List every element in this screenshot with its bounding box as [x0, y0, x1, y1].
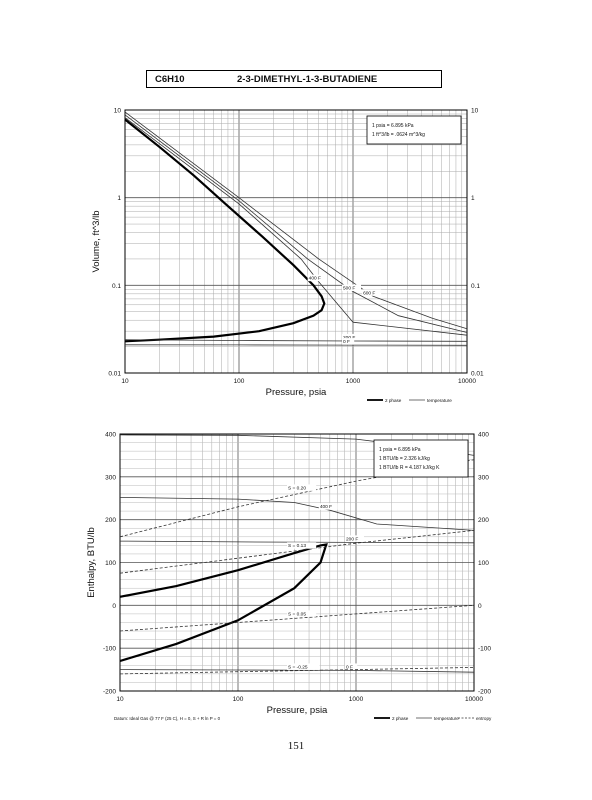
chart2-x-tick-label: 1000	[349, 696, 364, 703]
chart2-x-tick-label: 10	[116, 696, 124, 703]
chart2-x-tick-label: 100	[233, 696, 244, 703]
chart1-series-label-bg	[307, 274, 327, 282]
chart1-series-label-3: 400 F	[309, 276, 321, 282]
chart1-series-label-5: 0 F	[343, 339, 350, 345]
chart2-series-line-8	[119, 667, 475, 675]
chart1-series-line-1	[124, 111, 468, 330]
chart1-series-line-4	[124, 339, 468, 342]
chart2-series-label-bg	[345, 535, 364, 542]
chart1-series-label-bg	[342, 338, 355, 345]
chart2-conversion-box	[373, 439, 469, 478]
chart2-series-label-bg	[287, 610, 317, 617]
chart2-x-tick-label: 10000	[465, 696, 483, 703]
chart2-y-axis-label: Enthalpy, BTU/lb	[86, 527, 97, 598]
chart1-plot-frame	[124, 109, 468, 374]
chart2-series-label-bg	[287, 542, 317, 549]
formula-label: C6H10	[155, 74, 185, 85]
chart1-x-axis-label: Pressure, psia	[266, 387, 327, 398]
chart2-y-tick-label-left: 400	[105, 432, 116, 439]
chart1-y-tick-label-right: 0.01	[471, 371, 484, 378]
chart1-series-label-bg	[362, 289, 382, 296]
chart1-legend-label: 2 phase	[385, 398, 402, 403]
chart1-series-line-5	[124, 344, 468, 346]
chart2-series-label-2: 400 F	[320, 504, 332, 510]
chart1-y-tick-label-right: 10	[471, 108, 479, 115]
chart2-y-tick-label-right: 100	[478, 560, 489, 567]
chart1-series-label-bg	[342, 284, 361, 292]
chart1-series-label-2: 500 F	[343, 286, 355, 292]
page-number: 151	[287, 740, 305, 752]
chart2-series-label-4: 0 F	[346, 664, 353, 670]
chart2-y-tick-label-right: 400	[478, 432, 489, 439]
chart1-series-label-1: 600 F	[363, 290, 375, 296]
chart2-conversion-text: 1 BTU/lb = 2.326 kJ/kg	[379, 456, 430, 462]
chart2-x-axis-label: Pressure, psia	[267, 705, 328, 716]
chart2-footnote: Datum: Ideal Gas @ 77 F (25 C), H = 0, S…	[114, 716, 221, 721]
chart2-series-line-7	[119, 604, 475, 632]
chart1-conversion-text: 1 psia = 6.895 kPa	[372, 123, 414, 129]
chart2-y-tick-label-left: 200	[105, 517, 116, 524]
chart1-x-tick-label: 1000	[346, 378, 361, 385]
chart2-series-label-8: S = -0.25	[288, 664, 308, 670]
chart2-series-label-bg	[287, 663, 320, 670]
chart1-series-label-bg	[342, 333, 361, 341]
chart1-series-line-3	[124, 117, 468, 336]
chart2-series-line-3	[119, 540, 475, 544]
chart2-y-tick-label-right: 0	[478, 603, 482, 610]
chart1-series-line-2	[124, 114, 468, 333]
chart2-series-line-0	[119, 543, 328, 663]
chart2-y-tick-label-right: -100	[478, 646, 491, 653]
chart1-y-tick-label-left: 0.1	[112, 283, 121, 290]
chart1-x-tick-label: 100	[234, 378, 245, 385]
chart2-series-label-3: 200 F	[346, 536, 358, 542]
chart2-y-tick-label-left: 300	[105, 474, 116, 481]
chart2-legend-label: entropy	[476, 716, 492, 721]
chart1-y-tick-label-left: 10	[114, 108, 122, 115]
chart1-x-tick-label: 10000	[458, 378, 476, 385]
chart1-series-line-0	[124, 118, 326, 343]
chart2-series-line-6	[119, 530, 475, 574]
chart2-series-line-4	[119, 669, 475, 673]
chart1-legend-label: temperature	[427, 398, 452, 403]
chart2-y-tick-label-left: 0	[112, 603, 116, 610]
chart2-y-tick-label-right: 300	[478, 474, 489, 481]
chart1-y-tick-label-right: 0.1	[471, 283, 480, 290]
chart2-y-tick-label-right: -200	[478, 689, 491, 696]
chart1-series-label-4: 200 F	[343, 335, 355, 341]
compound-name: 2-3-DIMETHYL-1-3-BUTADIENE	[237, 74, 378, 85]
chart2-y-tick-label-left: -200	[103, 689, 116, 696]
chart-header-box: C6H10 2-3-DIMETHYL-1-3-BUTADIENE	[146, 70, 442, 88]
chart2-series-line-2	[119, 497, 475, 531]
chart2-legend-label: 2 phase	[392, 716, 409, 721]
chart1-y-axis-label: Volume, ft^3/lb	[91, 210, 102, 272]
chart2-conversion-text: 1 psia = 6.895 kPa	[379, 447, 421, 453]
chart2-plot-frame	[119, 433, 475, 692]
chart2-series-label-6: S = 0.13	[288, 543, 306, 549]
chart2-y-tick-label-left: -100	[103, 646, 116, 653]
chart1-y-tick-label-right: 1	[471, 195, 475, 202]
chart1-conversion-box	[366, 115, 462, 145]
chart1-y-tick-label-left: 1	[117, 195, 121, 202]
chart2-y-tick-label-left: 100	[105, 560, 116, 567]
chart2-series-label-7: S = 0.05	[288, 611, 306, 617]
chart2-series-label-bg	[287, 484, 317, 491]
chart2-series-label-bg	[345, 663, 358, 670]
chart1-x-tick-label: 10	[121, 378, 129, 385]
chart2-series-label-5: S = 0.20	[288, 485, 306, 491]
chart2-y-tick-label-right: 200	[478, 517, 489, 524]
chart1-conversion-text: 1 ft^3/lb = .0624 m^3/kg	[372, 132, 425, 138]
chart2-series-label-bg	[318, 503, 338, 510]
chart2-conversion-text: 1 BTU/lb R = 4.187 kJ/kg K	[379, 465, 440, 471]
chart1-y-tick-label-left: 0.01	[108, 371, 121, 378]
chart2-legend-label: temperature	[434, 716, 459, 721]
